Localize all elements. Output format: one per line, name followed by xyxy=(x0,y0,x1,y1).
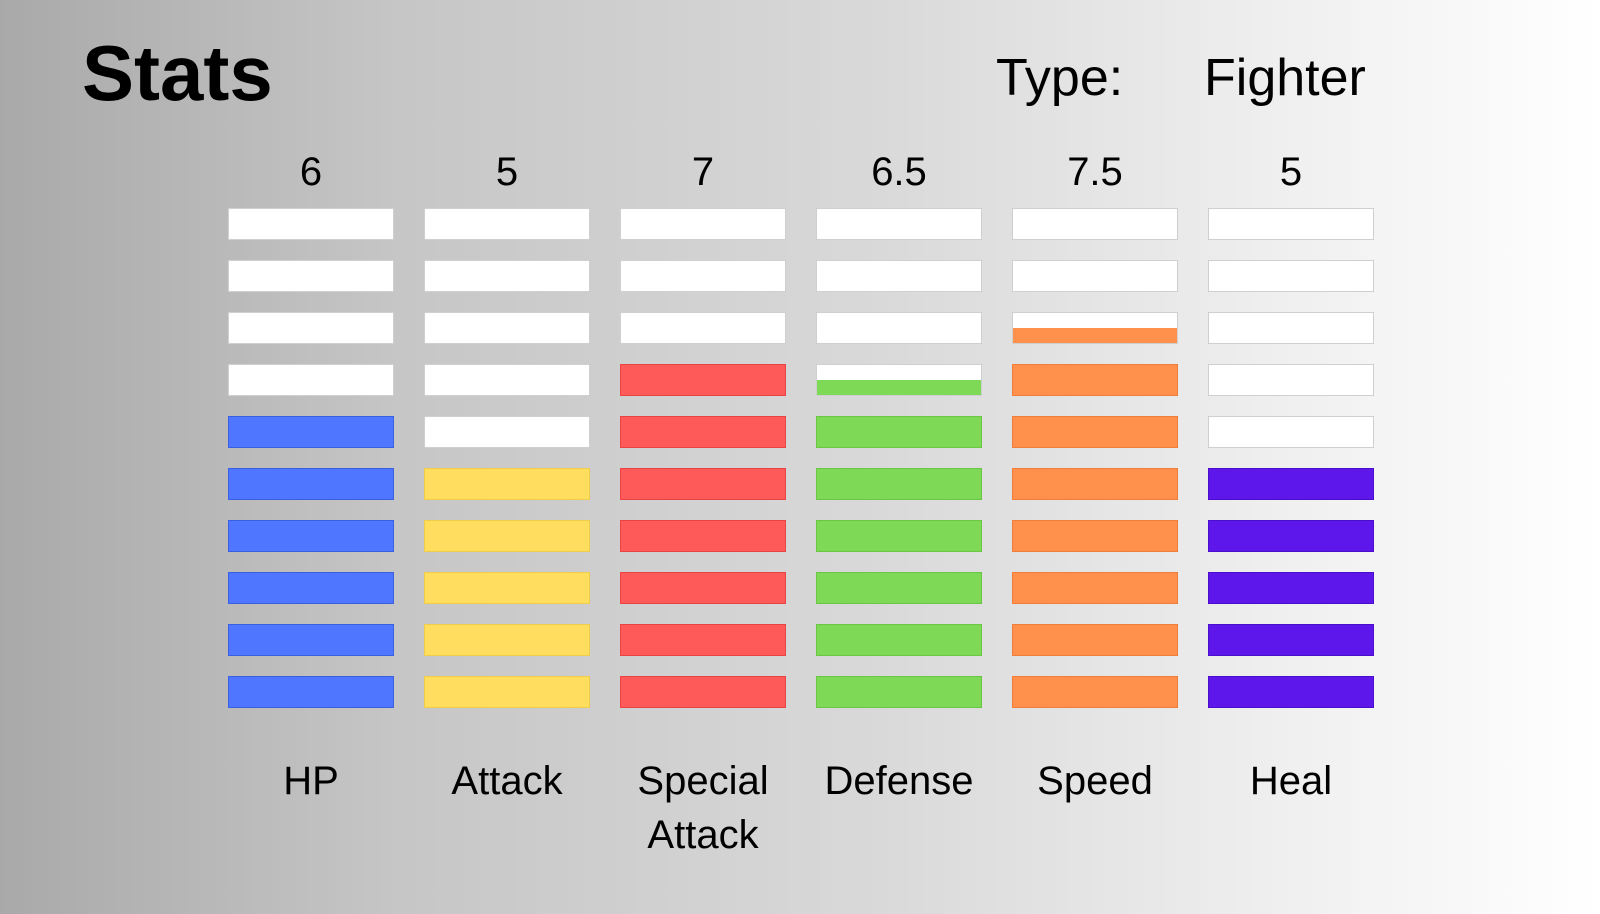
stat-bar-segment xyxy=(1012,572,1178,604)
type-value: Fighter xyxy=(1204,49,1366,107)
stat-bar-segment xyxy=(424,416,590,448)
stat-bar-segment xyxy=(424,676,590,708)
stat-bar-segment xyxy=(620,416,786,448)
stat-bar-segment xyxy=(620,364,786,396)
stat-bar-segment xyxy=(816,208,982,240)
stat-bar-segment xyxy=(1012,416,1178,448)
stat-bar-segment xyxy=(228,468,394,500)
stat-bar-segment xyxy=(228,364,394,396)
stat-bar-segment xyxy=(228,624,394,656)
stat-bar-segment xyxy=(620,624,786,656)
stat-bar-segment xyxy=(1208,364,1374,396)
stat-value: 7 xyxy=(691,150,715,194)
stats-title: Stats xyxy=(82,29,273,117)
stat-bar-segment xyxy=(1208,468,1374,500)
stat-label: Defense xyxy=(824,759,974,803)
stat-bar-segment xyxy=(816,312,982,344)
stat-bar-segment xyxy=(228,676,394,708)
stat-bar-segment xyxy=(1208,624,1374,656)
stat-bar-segment xyxy=(1012,312,1178,344)
stat-bar-segment xyxy=(424,364,590,396)
stat-bar-segment xyxy=(816,416,982,448)
stat-bar-segment xyxy=(424,260,590,292)
stat-label: Heal xyxy=(1249,759,1333,803)
stat-bar-segment xyxy=(1208,520,1374,552)
stat-bar-segment xyxy=(1012,260,1178,292)
stat-bar-segment xyxy=(816,624,982,656)
stat-value: 7.5 xyxy=(1067,150,1123,194)
stat-value: 6.5 xyxy=(871,150,927,194)
stat-bar-segment xyxy=(1012,676,1178,708)
stat-bar-segment xyxy=(816,676,982,708)
stat-bar-segment xyxy=(1208,572,1374,604)
stat-label: HP xyxy=(283,759,339,803)
stat-bar-segment xyxy=(816,572,982,604)
stat-bar-segment xyxy=(816,468,982,500)
stat-bar-segment xyxy=(228,208,394,240)
stat-bar-segment xyxy=(816,364,982,396)
stat-bar-segment xyxy=(424,520,590,552)
stat-bar-segment xyxy=(228,520,394,552)
stat-bar-segment xyxy=(228,416,394,448)
stat-bar-segment xyxy=(1208,676,1374,708)
stat-label: Speed xyxy=(1037,759,1153,803)
stat-bar-segment xyxy=(620,468,786,500)
stat-bar-segment xyxy=(1012,208,1178,240)
stat-bar-segment xyxy=(1208,312,1374,344)
stat-bar-segment xyxy=(228,572,394,604)
stat-bar-partial-fill xyxy=(1013,328,1177,343)
stat-bar-segment xyxy=(1012,520,1178,552)
stat-bar-segment xyxy=(620,572,786,604)
stat-bar-segment xyxy=(620,208,786,240)
stat-bar-segment xyxy=(424,468,590,500)
stat-bar-partial-fill xyxy=(817,380,981,395)
stat-bar-segment xyxy=(424,624,590,656)
stat-bar-segment xyxy=(620,312,786,344)
stat-bar-segment xyxy=(620,260,786,292)
stat-bar-segment xyxy=(620,520,786,552)
stat-bar-segment xyxy=(1012,468,1178,500)
stat-label: Attack xyxy=(451,759,563,803)
stat-bar-segment xyxy=(228,312,394,344)
stat-value: 5 xyxy=(1279,150,1303,194)
stat-bar-segment xyxy=(620,676,786,708)
stat-bar-segment xyxy=(424,312,590,344)
stat-bar-segment xyxy=(816,260,982,292)
stat-value: 6 xyxy=(299,150,323,194)
stat-bar-segment xyxy=(1208,260,1374,292)
stat-bar-segment xyxy=(424,208,590,240)
stat-value: 5 xyxy=(495,150,519,194)
stat-bar-segment xyxy=(1012,624,1178,656)
stat-bar-segment xyxy=(1208,416,1374,448)
type-label: Type: xyxy=(996,49,1124,107)
stat-bar-segment xyxy=(424,572,590,604)
stat-bar-segment xyxy=(228,260,394,292)
stat-bar-segment xyxy=(1208,208,1374,240)
stat-label: Special Attack xyxy=(637,759,769,857)
stat-bar-segment xyxy=(1012,364,1178,396)
stat-bar-segment xyxy=(816,520,982,552)
